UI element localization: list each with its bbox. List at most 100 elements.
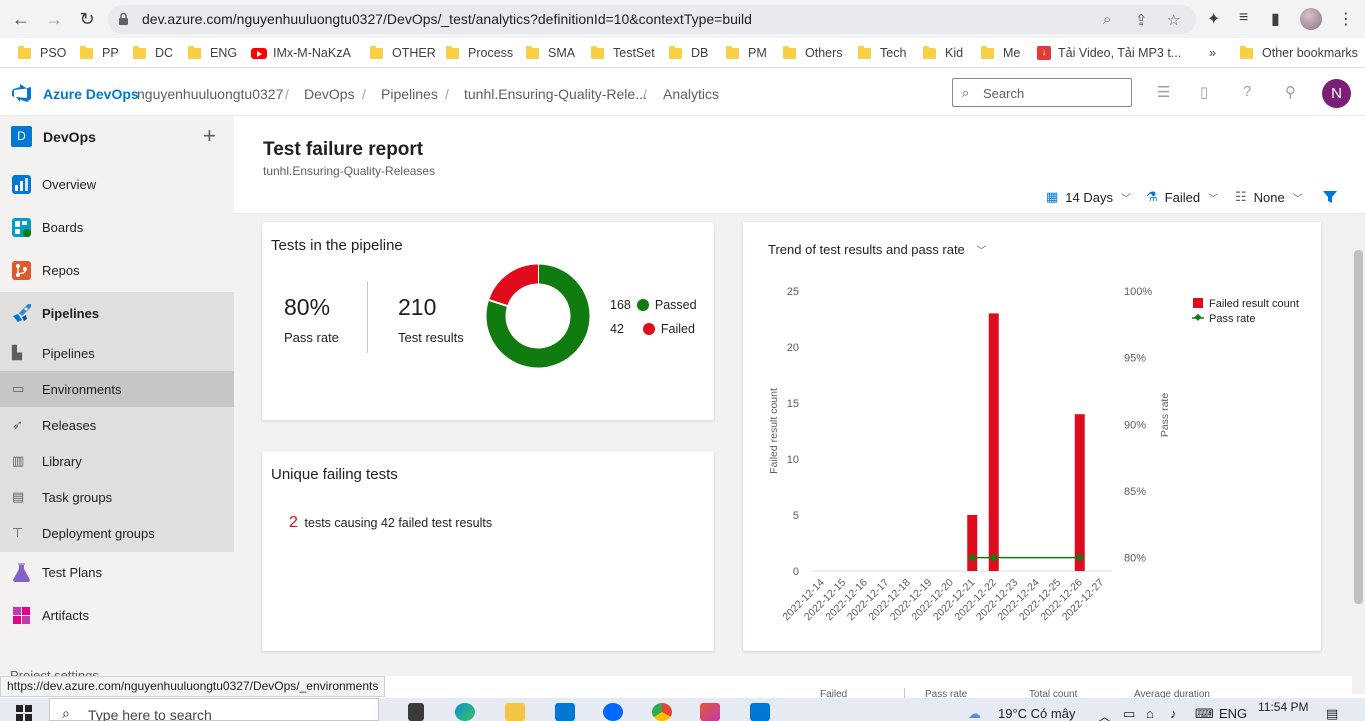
pass-rate-point[interactable] [968, 553, 977, 562]
sidebar-item-repos[interactable]: Repos [0, 251, 234, 291]
sidebar-sub-environments[interactable]: ▭ Environments [0, 371, 234, 407]
bookmark-dc[interactable]: DC [133, 44, 173, 62]
weather-text[interactable]: 19°C Có mây [998, 706, 1076, 721]
sidebar-item-artifacts[interactable]: Artifacts [0, 596, 234, 636]
bookmark-testset[interactable]: TestSet [591, 44, 655, 62]
user-avatar[interactable]: N [1322, 79, 1351, 108]
trend-title-dropdown[interactable]: Trend of test results and pass rate ﹀ [768, 242, 987, 257]
forward-icon[interactable]: → [45, 9, 63, 29]
bookmark-others[interactable]: Others [783, 44, 843, 62]
main-scrollbar[interactable] [1352, 214, 1365, 694]
notifications-icon[interactable]: ▤ [1326, 706, 1339, 721]
network-icon[interactable]: ⌂ [1146, 706, 1154, 721]
breadcrumb-project[interactable]: DevOps [304, 86, 355, 102]
bookmark-other[interactable]: OTHER [370, 44, 436, 62]
project-badge: D [11, 126, 32, 147]
group-filter[interactable]: ☷ None ﹀ [1235, 189, 1303, 205]
bookmark-eng[interactable]: ENG [188, 44, 237, 62]
bookmark-sma[interactable]: SMA [526, 44, 575, 62]
ado-brand[interactable]: Azure DevOps [43, 86, 139, 102]
donut-slice-passed[interactable] [486, 264, 590, 368]
vscode-icon[interactable] [750, 703, 770, 721]
tray-chevron-icon[interactable]: ︿ [1098, 709, 1112, 721]
breadcrumb-pipelines[interactable]: Pipelines [381, 86, 438, 102]
filter-icon[interactable] [1323, 190, 1337, 204]
bar-2022-12-26[interactable] [1074, 414, 1085, 571]
days-filter[interactable]: ▦ 14 Days ﹀ [1046, 189, 1131, 205]
trend-card: Trend of test results and pass rate ﹀ 0 5… [743, 222, 1321, 651]
pass-rate-point[interactable] [1075, 553, 1084, 562]
test-plans-icon [13, 563, 30, 582]
menu-icon[interactable]: ⋮ [1338, 11, 1354, 28]
star-icon[interactable]: ☆ [1167, 12, 1181, 29]
bookmark-pm[interactable]: PM [726, 44, 767, 62]
sidebar-item-test-plans[interactable]: Test Plans [0, 553, 234, 593]
donut-slice-failed[interactable] [489, 264, 539, 307]
sidebar-sub-deployment-groups[interactable]: ⊤ Deployment groups [0, 515, 234, 551]
back-icon[interactable]: ← [12, 9, 30, 29]
battery-icon[interactable]: ▭ [1123, 706, 1136, 721]
zoom-icon[interactable]: ⌕ [1103, 11, 1112, 28]
weather-icon[interactable]: ☁ [968, 706, 981, 721]
windows-start-icon[interactable] [16, 705, 32, 721]
bookmark-other-bookmarks[interactable]: Other bookmarks [1240, 44, 1358, 62]
url-text[interactable]: dev.azure.com/nguyenhuuluongtu0327/DevOp… [142, 11, 752, 27]
add-icon[interactable]: + [203, 123, 216, 148]
user-settings-icon[interactable]: ⚲ [1285, 84, 1296, 101]
bookmark-kid[interactable]: Kid [923, 44, 963, 62]
marketplace-icon[interactable]: ▯ [1200, 84, 1209, 101]
outcome-filter[interactable]: ⚗ Failed ﹀ [1146, 189, 1219, 205]
bookmark-youtube[interactable]: IMx-M-NaKzA [251, 44, 351, 62]
help-icon[interactable]: ? [1243, 83, 1252, 100]
y-tick-label: 20 [787, 342, 799, 354]
sidebar-sub-pipelines[interactable]: ▙ Pipelines [0, 335, 234, 371]
bar-2022-12-21[interactable] [967, 515, 978, 571]
list-icon[interactable]: ☰ [1157, 84, 1171, 101]
share-icon[interactable]: ⇪ [1135, 12, 1148, 29]
chrome-icon[interactable] [652, 703, 672, 721]
sidebar-item-boards[interactable]: Boards [0, 208, 234, 248]
zalo-icon[interactable] [603, 703, 623, 721]
bookmark-process[interactable]: Process [446, 44, 513, 62]
slice-gap [488, 299, 508, 307]
azure-devops-logo-icon[interactable] [12, 84, 32, 102]
unique-failing-summary[interactable]: 2 tests causing 42 failed test results [289, 514, 492, 532]
bookmarks-more[interactable]: » [1209, 46, 1216, 60]
clock-time[interactable]: 11:54 PM [1258, 700, 1309, 714]
side-panel-icon[interactable]: ▮ [1271, 11, 1280, 28]
sidebar-item-overview[interactable]: Overview [0, 165, 234, 205]
file-explorer-icon[interactable] [505, 703, 525, 721]
profile-avatar[interactable] [1300, 8, 1322, 30]
sidebar-sub-releases[interactable]: ➶ Releases [0, 407, 234, 443]
breadcrumb-org[interactable]: nguyenhuuluongtu0327 [137, 86, 284, 102]
address-bar[interactable]: dev.azure.com/nguyenhuuluongtu0327/DevOp… [108, 5, 1196, 34]
bookmark-pso[interactable]: PSO [18, 44, 66, 62]
bookmark-tech[interactable]: Tech [858, 44, 906, 62]
project-header[interactable]: D DevOps + [0, 116, 234, 158]
bookmark-pp[interactable]: PP [80, 44, 119, 62]
edge-icon[interactable] [455, 703, 475, 721]
pass-rate-point[interactable] [989, 553, 998, 562]
app-icon[interactable] [700, 703, 720, 721]
unique-failing-count: 2 [289, 514, 298, 531]
reload-icon[interactable]: ↻ [79, 9, 95, 29]
extensions-icon[interactable]: ✦ [1207, 11, 1221, 28]
sidebar-sub-task-groups[interactable]: ▤ Task groups [0, 479, 234, 515]
sidebar-item-pipelines[interactable]: Pipelines [0, 294, 234, 334]
language-indicator[interactable]: ENG [1219, 706, 1248, 721]
bookmark-tai-video[interactable]: ↓ Tải Video, Tải MP3 t... [1037, 44, 1181, 62]
sidebar-sub-library[interactable]: ▥ Library [0, 443, 234, 479]
media-icon[interactable]: ≡ [1239, 9, 1249, 26]
task-view-icon[interactable] [408, 703, 424, 721]
bookmark-db[interactable]: DB [669, 44, 708, 62]
breadcrumb-pipeline[interactable]: tunhl.Ensuring-Quality-Rele... [464, 86, 647, 102]
breadcrumb-analytics[interactable]: Analytics [663, 86, 720, 102]
bar-2022-12-22[interactable] [988, 313, 999, 571]
search-input[interactable]: ⌕ Search [952, 78, 1132, 107]
scroll-thumb[interactable] [1354, 250, 1363, 604]
bookmark-me[interactable]: Me [981, 44, 1020, 62]
volume-icon[interactable]: ♪ [1170, 706, 1177, 721]
taskbar-search-input[interactable]: ⌕ Type here to search [49, 698, 379, 721]
keyboard-icon[interactable]: ⌨ [1195, 706, 1214, 721]
mail-icon[interactable] [555, 703, 575, 721]
